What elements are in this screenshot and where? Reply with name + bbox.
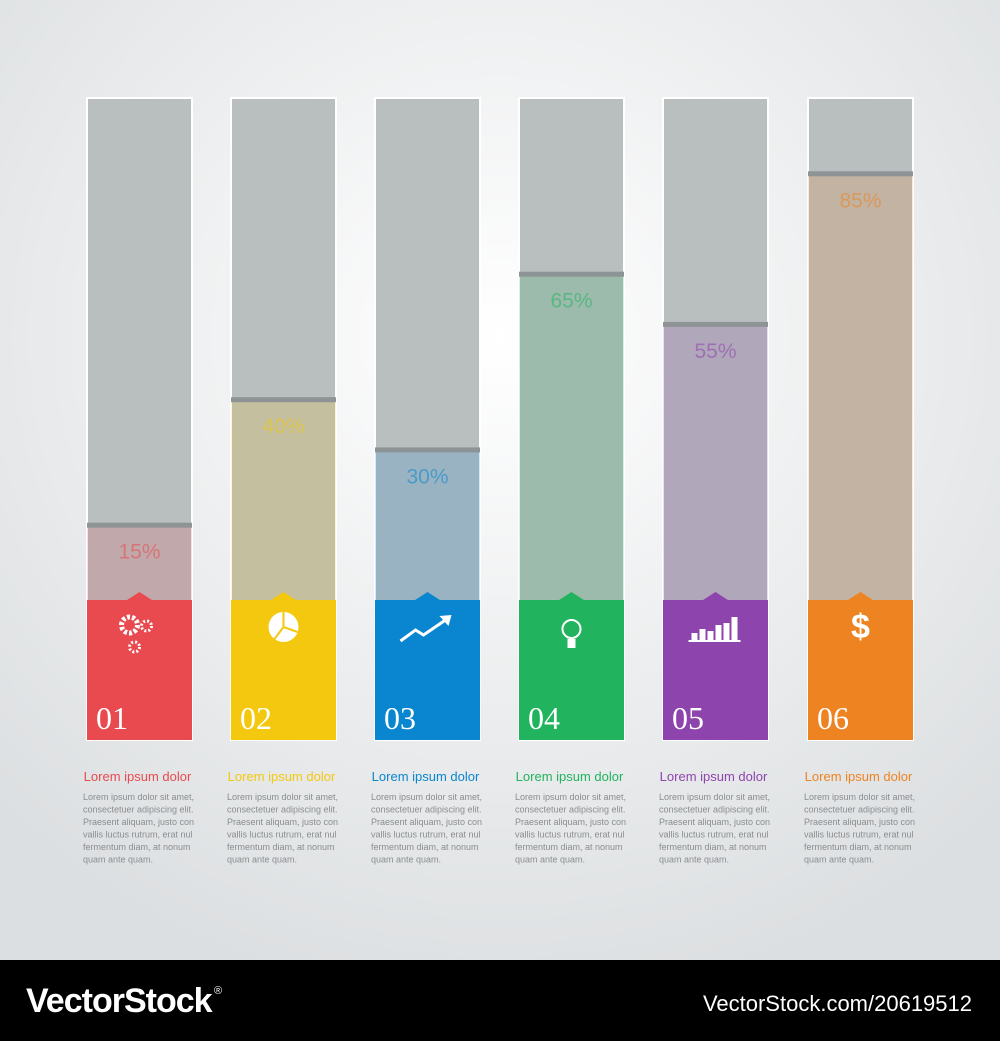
footer-mark: ® (214, 985, 222, 997)
caption-title: Lorem ipsum dolor (228, 769, 336, 784)
caption-line: Praesent aliquam, justo con (227, 817, 338, 827)
caption-line: vallis luctus rutrum, erat nul (804, 830, 914, 840)
bar (663, 323, 768, 600)
caption-line: Praesent aliquam, justo con (515, 817, 626, 827)
bar (808, 173, 913, 601)
tab-notch (557, 592, 586, 601)
bar-edge (519, 271, 624, 277)
caption-line: quam ante quam. (659, 855, 729, 865)
value-label: 65% (550, 290, 592, 313)
caption-line: vallis luctus rutrum, erat nul (515, 830, 625, 840)
caption-title: Lorem ipsum dolor (372, 769, 480, 784)
category-label: 06 (817, 700, 849, 736)
caption-title: Lorem ipsum dolor (805, 769, 913, 784)
bar-edge (231, 397, 336, 403)
caption-line: vallis luctus rutrum, erat nul (659, 830, 769, 840)
bar (231, 399, 336, 600)
caption-line: fermentum diam, at nonum (804, 842, 912, 852)
caption-line: vallis luctus rutrum, erat nul (371, 830, 481, 840)
caption-line: quam ante quam. (83, 855, 153, 865)
caption-title: Lorem ipsum dolor (660, 769, 768, 784)
caption-title: Lorem ipsum dolor (84, 769, 192, 784)
tab (663, 600, 768, 740)
bar-edge (375, 447, 480, 453)
caption-line: quam ante quam. (515, 855, 585, 865)
caption-line: consectetuer adipiscing elit. (371, 805, 482, 815)
caption-line: Lorem ipsum dolor sit amet, (371, 792, 482, 802)
icon (567, 639, 576, 648)
icon (128, 640, 141, 654)
caption-line: Praesent aliquam, justo con (371, 817, 482, 827)
category-label: 05 (672, 700, 704, 736)
tab-notch (846, 592, 875, 601)
caption-line: fermentum diam, at nonum (515, 842, 623, 852)
caption-line: quam ante quam. (804, 855, 874, 865)
tab-notch (269, 592, 298, 601)
caption-line: consectetuer adipiscing elit. (804, 805, 915, 815)
icon: $ (851, 608, 870, 646)
icon (699, 629, 706, 641)
bar (375, 449, 480, 600)
icon (715, 625, 722, 641)
caption-line: Lorem ipsum dolor sit amet, (659, 792, 770, 802)
bar (87, 524, 192, 600)
caption-line: Lorem ipsum dolor sit amet, (804, 792, 915, 802)
caption-line: Praesent aliquam, justo con (83, 817, 194, 827)
caption-line: consectetuer adipiscing elit. (515, 805, 626, 815)
icon (399, 618, 447, 643)
tab-notch (413, 592, 442, 601)
icon (731, 617, 738, 641)
bar (519, 273, 624, 600)
icon (140, 619, 153, 633)
value-label: 30% (406, 465, 448, 488)
caption-line: quam ante quam. (227, 855, 297, 865)
icon (707, 631, 714, 641)
icon (723, 623, 730, 641)
caption-line: Praesent aliquam, justo con (659, 817, 770, 827)
bar-edge (808, 171, 913, 177)
tab-notch (701, 592, 730, 601)
caption-line: quam ante quam. (371, 855, 441, 865)
tab (87, 600, 192, 740)
caption-line: fermentum diam, at nonum (371, 842, 479, 852)
value-label: 40% (262, 415, 304, 438)
footer-band (0, 960, 1000, 1041)
value-label: 15% (118, 541, 160, 564)
category-label: 01 (96, 700, 128, 736)
caption-line: Lorem ipsum dolor sit amet, (515, 792, 626, 802)
caption-line: consectetuer adipiscing elit. (83, 805, 194, 815)
caption-line: fermentum diam, at nonum (659, 842, 767, 852)
caption-line: vallis luctus rutrum, erat nul (227, 830, 337, 840)
bar-edge (87, 522, 192, 528)
caption-title: Lorem ipsum dolor (516, 769, 624, 784)
bar-edge (663, 321, 768, 327)
icon (439, 615, 452, 626)
value-label: 55% (694, 340, 736, 363)
category-label: 04 (528, 700, 560, 736)
icon (119, 614, 140, 636)
caption-line: vallis luctus rutrum, erat nul (83, 830, 193, 840)
value-label: 85% (839, 189, 881, 212)
footer-id: VectorStock.com/20619512 (703, 991, 972, 1016)
footer-brand: VectorStock (26, 982, 213, 1020)
caption-line: Lorem ipsum dolor sit amet, (83, 792, 194, 802)
icon (688, 640, 741, 642)
caption-line: Lorem ipsum dolor sit amet, (227, 792, 338, 802)
icon (561, 619, 582, 639)
tab (519, 600, 624, 740)
tab (808, 600, 913, 740)
caption-line: consectetuer adipiscing elit. (659, 805, 770, 815)
caption-line: consectetuer adipiscing elit. (227, 805, 338, 815)
icon (273, 612, 298, 640)
caption-line: Praesent aliquam, justo con (804, 817, 915, 827)
icon (691, 633, 698, 641)
caption-line: fermentum diam, at nonum (83, 842, 191, 852)
category-label: 02 (240, 700, 272, 736)
tab-notch (125, 592, 154, 601)
caption-line: fermentum diam, at nonum (227, 842, 335, 852)
category-label: 03 (384, 700, 416, 736)
tab (375, 600, 480, 740)
